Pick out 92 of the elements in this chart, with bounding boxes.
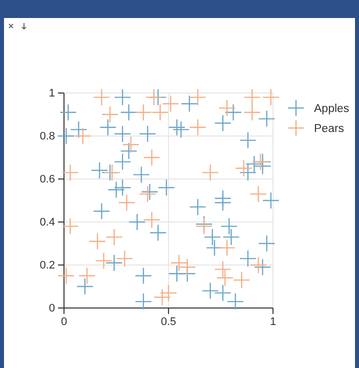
point <box>204 228 221 246</box>
point <box>93 202 110 220</box>
point <box>132 166 150 184</box>
y-tick-label: 0.4 <box>40 216 55 229</box>
point <box>214 114 232 132</box>
point <box>233 271 250 289</box>
point <box>139 125 156 142</box>
legend-label: Pears <box>314 123 344 135</box>
point <box>57 267 75 284</box>
point <box>160 284 178 302</box>
x-tick-label: 0.5 <box>160 316 176 328</box>
y-tick-label: 1 <box>48 88 55 100</box>
point <box>189 198 206 216</box>
point <box>178 258 196 276</box>
point <box>218 239 236 256</box>
x-tick-label: 1 <box>270 316 276 328</box>
point <box>74 127 92 145</box>
point <box>214 284 232 302</box>
point <box>244 104 261 121</box>
point <box>134 104 152 121</box>
point <box>162 95 180 112</box>
point <box>218 99 236 117</box>
legend-label: Apples <box>314 103 350 115</box>
point <box>239 250 257 268</box>
point <box>222 228 240 246</box>
point <box>70 120 88 138</box>
point <box>143 148 160 166</box>
point <box>168 118 186 136</box>
point <box>120 104 138 121</box>
point <box>214 194 232 212</box>
point <box>258 234 276 252</box>
point <box>202 164 219 182</box>
point <box>154 288 171 306</box>
point <box>118 194 136 212</box>
y-tick-label: 0.2 <box>40 260 55 272</box>
point <box>170 254 188 272</box>
point <box>143 211 160 228</box>
point <box>93 88 110 106</box>
point <box>172 120 190 138</box>
point <box>235 160 252 177</box>
point <box>239 132 257 149</box>
point <box>99 118 116 136</box>
point <box>57 127 75 145</box>
point <box>254 258 272 276</box>
point <box>76 278 94 296</box>
point <box>114 153 132 170</box>
point <box>116 250 134 268</box>
point <box>149 224 167 242</box>
x-tick-label: 0 <box>60 316 68 328</box>
y-tick-label: 0 <box>48 302 55 315</box>
point <box>189 88 206 106</box>
point <box>106 254 123 272</box>
point <box>250 256 267 274</box>
point <box>226 292 244 310</box>
point <box>134 292 152 310</box>
point <box>134 267 152 284</box>
point <box>114 179 132 196</box>
point <box>122 136 140 154</box>
point <box>254 158 272 175</box>
point <box>78 267 96 284</box>
point <box>145 88 162 106</box>
point <box>220 218 238 235</box>
point <box>258 110 276 128</box>
point <box>244 88 261 106</box>
point <box>114 88 132 106</box>
point <box>224 104 242 121</box>
point <box>114 125 132 142</box>
y-tick-label: 0.6 <box>40 174 55 186</box>
point <box>202 282 219 300</box>
point <box>262 192 280 210</box>
point <box>95 252 112 270</box>
point <box>250 185 267 203</box>
point <box>152 104 169 121</box>
point <box>120 142 138 160</box>
point <box>128 213 146 231</box>
point <box>216 269 234 286</box>
point <box>106 228 123 246</box>
y-tick-label: 0.8 <box>40 130 55 143</box>
point <box>262 88 280 106</box>
point <box>180 95 198 112</box>
point <box>62 164 79 182</box>
point <box>214 260 232 278</box>
point <box>108 181 125 198</box>
point <box>90 162 108 179</box>
point <box>88 232 106 250</box>
point <box>189 118 206 136</box>
point <box>101 106 119 124</box>
point <box>60 104 77 121</box>
point <box>62 218 79 235</box>
point <box>239 164 257 182</box>
point <box>158 179 176 196</box>
point <box>246 155 263 173</box>
